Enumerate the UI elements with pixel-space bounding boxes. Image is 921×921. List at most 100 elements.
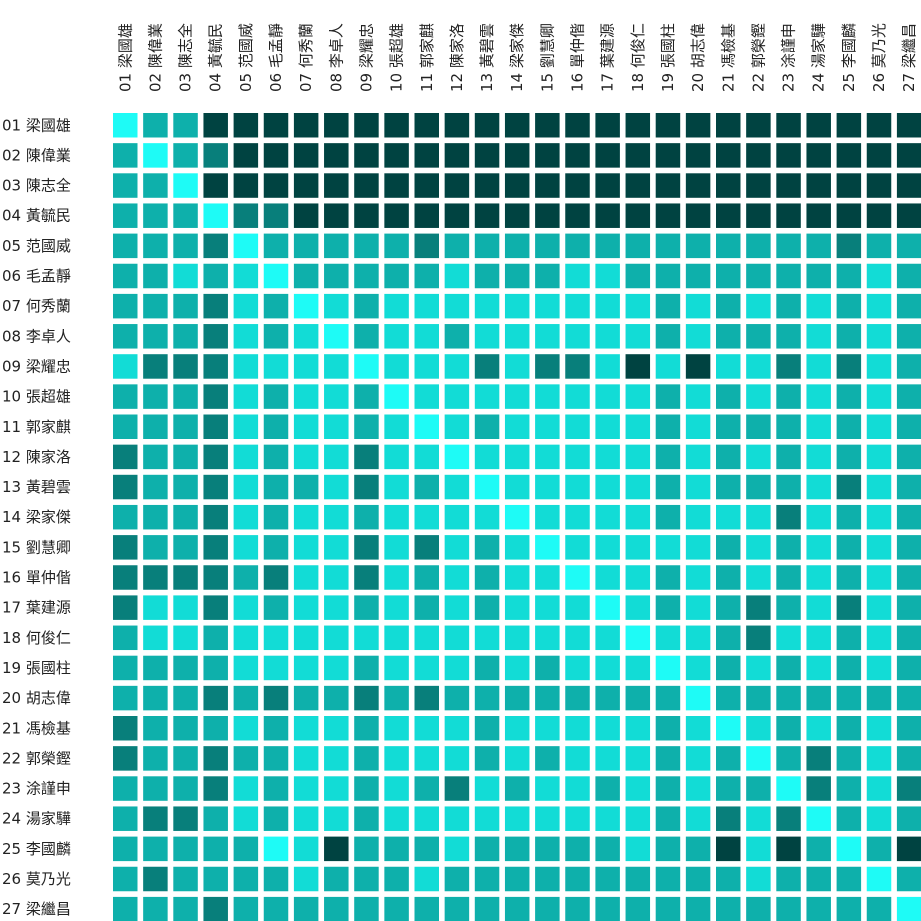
heatmap-cell-r8-c25 — [836, 324, 862, 349]
heatmap-cell-r2-c11 — [414, 143, 439, 168]
heatmap-cell-r1-c13 — [474, 113, 500, 138]
heatmap-cell-r11-c18 — [625, 414, 651, 439]
heatmap-cell-r22-c7 — [293, 746, 319, 771]
heatmap-cell-r5-c21 — [716, 233, 741, 259]
heatmap-cell-r19-c12 — [444, 655, 470, 681]
heatmap-cell-r15-c24 — [806, 535, 831, 560]
heatmap-cell-r1-c26 — [866, 113, 892, 138]
heatmap-cell-r24-c8 — [324, 806, 349, 831]
heatmap-cell-r18-c2 — [143, 625, 168, 651]
heatmap-cell-r16-c1 — [113, 565, 138, 590]
heatmap-cell-r12-c2 — [143, 444, 168, 470]
heatmap-cell-r15-c14 — [504, 535, 530, 560]
heatmap-cell-r19-c15 — [535, 655, 560, 681]
heatmap-cell-r15-c10 — [384, 535, 409, 560]
heatmap-cell-r2-c5 — [233, 143, 259, 168]
heatmap-cell-r15-c1 — [113, 535, 138, 560]
heatmap-cell-r11-c21 — [716, 414, 741, 439]
heatmap-cell-r2-c26 — [866, 143, 892, 168]
row-label-13: 13 黃碧雲 — [2, 478, 71, 496]
heatmap-cell-r3-c7 — [293, 173, 319, 198]
heatmap-cell-r15-c11 — [414, 535, 439, 560]
heatmap-cell-r6-c20 — [685, 263, 711, 289]
heatmap-cell-r7-c25 — [836, 293, 862, 319]
column-label-7: 07 何秀蘭 — [297, 23, 315, 92]
heatmap-cell-r9-c11 — [414, 354, 439, 379]
heatmap-cell-r7-c11 — [414, 293, 439, 319]
heatmap-cell-r10-c26 — [866, 384, 892, 409]
heatmap-cell-r27-c6 — [263, 896, 289, 921]
heatmap-cell-r25-c20 — [685, 836, 711, 862]
heatmap-cell-r21-c21 — [716, 716, 741, 741]
column-label-27: 27 梁繼昌 — [900, 23, 918, 92]
column-labels: 01 梁國雄 02 陳偉業 03 陳志全 04 黃毓民 05 范國威 06 毛孟靜 07 何… — [116, 23, 918, 92]
heatmap-cell-r6-c14 — [504, 263, 530, 289]
heatmap-cell-r22-c1 — [113, 746, 138, 771]
heatmap-cell-r10-c9 — [354, 384, 379, 409]
heatmap-cell-r11-c11 — [414, 414, 439, 439]
heatmap-cell-r1-c6 — [263, 113, 289, 138]
heatmap-cell-r27-c20 — [685, 896, 711, 921]
row-label-5: 05 范國威 — [2, 237, 71, 255]
heatmap-cell-r21-c24 — [806, 716, 831, 741]
heatmap-cell-r12-c14 — [504, 444, 530, 470]
heatmap-cell-r22-c18 — [625, 746, 651, 771]
row-label-24: 24 湯家驊 — [2, 810, 71, 828]
heatmap-cell-r27-c19 — [655, 896, 681, 921]
heatmap-cell-r19-c13 — [474, 655, 500, 681]
heatmap-cell-r6-c8 — [324, 263, 349, 289]
heatmap-cell-r8-c14 — [504, 324, 530, 349]
heatmap-cell-r4-c1 — [113, 203, 138, 228]
heatmap-cell-r24-c3 — [173, 806, 198, 831]
row-label-22: 22 郭榮鏗 — [2, 749, 71, 767]
heatmap-cell-r22-c11 — [414, 746, 439, 771]
heatmap-cell-r24-c12 — [444, 806, 470, 831]
heatmap-cell-r10-c20 — [685, 384, 711, 409]
heatmap-cell-r15-c9 — [354, 535, 379, 560]
heatmap-cell-r21-c10 — [384, 716, 409, 741]
heatmap-cell-r18-c12 — [444, 625, 470, 651]
heatmap-cell-r24-c24 — [806, 806, 831, 831]
heatmap-cell-r10-c6 — [263, 384, 289, 409]
heatmap-cell-r12-c5 — [233, 444, 259, 470]
heatmap-cell-r7-c15 — [535, 293, 560, 319]
heatmap-cell-r22-c9 — [354, 746, 379, 771]
heatmap-cell-r16-c16 — [565, 565, 590, 590]
heatmap-cell-r8-c27 — [896, 324, 921, 349]
heatmap-cell-r14-c9 — [354, 504, 379, 530]
heatmap-cell-r14-c25 — [836, 504, 862, 530]
heatmap-cell-r15-c21 — [716, 535, 741, 560]
heatmap-cell-r17-c11 — [414, 595, 439, 620]
heatmap-cell-r13-c26 — [866, 474, 892, 500]
heatmap-cell-r18-c8 — [324, 625, 349, 651]
heatmap-cell-r9-c12 — [444, 354, 470, 379]
heatmap-cell-r12-c25 — [836, 444, 862, 470]
heatmap-cell-r16-c6 — [263, 565, 289, 590]
heatmap-cell-r19-c10 — [384, 655, 409, 681]
heatmap-cell-r26-c20 — [685, 866, 711, 892]
heatmap-cell-r6-c2 — [143, 263, 168, 289]
heatmap-cell-r25-c27 — [896, 836, 921, 862]
heatmap-cell-r22-c21 — [716, 746, 741, 771]
heatmap-cell-r20-c9 — [354, 685, 379, 711]
heatmap-cell-r23-c9 — [354, 776, 379, 801]
heatmap-cell-r13-c1 — [113, 474, 138, 500]
heatmap-cell-r8-c18 — [625, 324, 651, 349]
heatmap-cell-r7-c6 — [263, 293, 289, 319]
heatmap-cell-r23-c14 — [504, 776, 530, 801]
heatmap-cell-r26-c23 — [776, 866, 801, 892]
heatmap-cell-r11-c10 — [384, 414, 409, 439]
heatmap-cell-r7-c24 — [806, 293, 831, 319]
heatmap-cell-r1-c20 — [685, 113, 711, 138]
heatmap-cell-r23-c26 — [866, 776, 892, 801]
heatmap-cell-r18-c17 — [595, 625, 620, 651]
heatmap-cell-r4-c13 — [474, 203, 500, 228]
heatmap-cell-r3-c6 — [263, 173, 289, 198]
heatmap-cell-r5-c18 — [625, 233, 651, 259]
heatmap-cell-r13-c5 — [233, 474, 259, 500]
heatmap-cell-r4-c7 — [293, 203, 319, 228]
column-label-11: 11 郭家麒 — [418, 23, 436, 92]
heatmap-cell-r13-c7 — [293, 474, 319, 500]
column-label-4: 04 黃毓民 — [207, 23, 225, 92]
heatmap-cell-r10-c27 — [896, 384, 921, 409]
